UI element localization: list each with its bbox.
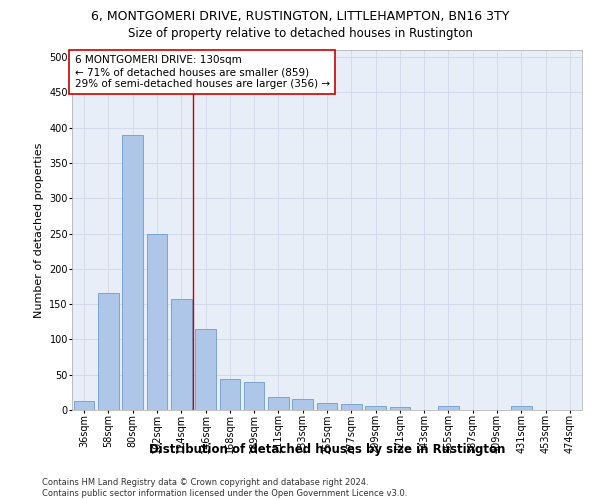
Text: 6, MONTGOMERI DRIVE, RUSTINGTON, LITTLEHAMPTON, BN16 3TY: 6, MONTGOMERI DRIVE, RUSTINGTON, LITTLEH… [91,10,509,23]
Bar [122,134,143,410]
Y-axis label: Number of detached properties: Number of detached properties [34,142,44,318]
Bar [244,382,265,410]
Bar [317,403,337,410]
Bar [292,398,313,410]
Text: 6 MONTGOMERI DRIVE: 130sqm
← 71% of detached houses are smaller (859)
29% of sem: 6 MONTGOMERI DRIVE: 130sqm ← 71% of deta… [74,56,329,88]
Bar [146,234,167,410]
Bar [220,379,240,410]
Bar [74,401,94,410]
Bar [341,404,362,410]
Bar [195,329,216,410]
Text: Size of property relative to detached houses in Rustington: Size of property relative to detached ho… [128,28,472,40]
Text: Distribution of detached houses by size in Rustington: Distribution of detached houses by size … [149,442,505,456]
Bar [389,407,410,410]
Bar [268,396,289,410]
Bar [365,406,386,410]
Bar [171,299,191,410]
Text: Contains HM Land Registry data © Crown copyright and database right 2024.
Contai: Contains HM Land Registry data © Crown c… [42,478,407,498]
Bar [98,293,119,410]
Bar [438,406,459,410]
Bar [511,406,532,410]
